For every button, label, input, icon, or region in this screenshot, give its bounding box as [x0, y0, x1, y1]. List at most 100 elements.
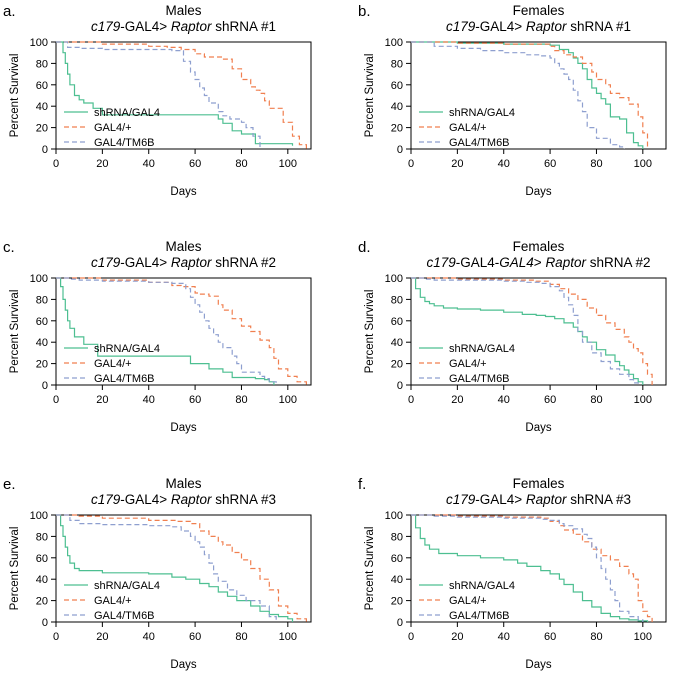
- y-tick-label: 40: [391, 337, 403, 349]
- series-line-gal4-: [411, 277, 653, 385]
- x-axis-label: Days: [525, 659, 551, 671]
- x-tick-label: 60: [544, 158, 556, 170]
- series-line-gal4-: [411, 41, 649, 149]
- chart-title-sex: Females: [513, 3, 565, 18]
- title-part: c179: [426, 255, 456, 270]
- legend: shRNA/GAL4 GAL4/+ GAL4/TM6B: [64, 107, 160, 149]
- series-line-gal4-tm6b: [56, 514, 277, 622]
- x-tick-label: 80: [590, 631, 602, 643]
- title-part: shRNA #3: [566, 492, 631, 507]
- x-tick-label: 40: [498, 158, 510, 170]
- y-tick-label: 0: [397, 617, 403, 629]
- chart-title-genotype: c179-GAL4> Raptor shRNA #3: [446, 492, 631, 507]
- y-tick-label: 40: [391, 101, 403, 113]
- title-part: c179: [91, 492, 121, 507]
- title-part: Raptor: [171, 492, 212, 507]
- title-part: c179: [91, 19, 121, 34]
- y-tick-label: 60: [36, 553, 48, 565]
- y-tick-label: 80: [391, 531, 403, 543]
- legend-label: GAL4/+: [449, 122, 487, 134]
- panel-letter: e.: [3, 476, 16, 493]
- title-part: -GAL4-: [456, 255, 500, 270]
- legend: shRNA/GAL4 GAL4/+ GAL4/TM6B: [419, 580, 515, 622]
- x-tick-label: 60: [544, 394, 556, 406]
- y-tick-label: 0: [42, 617, 48, 629]
- title-part: shRNA #1: [211, 19, 276, 34]
- legend-label: GAL4/+: [449, 595, 487, 607]
- y-axis-label: Percent Survival: [9, 54, 21, 138]
- title-part: c179: [91, 255, 121, 270]
- title-part: Raptor: [171, 19, 212, 34]
- title-part: -GAL4>: [120, 19, 171, 34]
- series-line-gal4-tm6b: [411, 41, 625, 149]
- y-tick-label: 60: [391, 80, 403, 92]
- y-tick-label: 100: [385, 510, 403, 522]
- legend-label: GAL4/TM6B: [449, 137, 510, 149]
- y-tick-label: 100: [30, 37, 48, 49]
- title-part: c179: [446, 492, 476, 507]
- title-part: c179: [446, 19, 476, 34]
- x-axis-label: Days: [170, 422, 196, 434]
- x-tick-label: 0: [53, 394, 59, 406]
- panel-letter: a.: [3, 3, 16, 20]
- title-part: Raptor: [545, 255, 586, 270]
- x-tick-label: 20: [96, 158, 108, 170]
- series-line-shrna-gal4: [56, 514, 294, 622]
- series-line-gal4-: [56, 514, 307, 622]
- series-line-gal4-: [56, 277, 307, 385]
- title-part: shRNA #3: [211, 492, 276, 507]
- plot-frame: [410, 277, 667, 386]
- x-tick-label: 20: [451, 394, 463, 406]
- y-tick-label: 20: [36, 359, 48, 371]
- legend-label: GAL4/+: [94, 358, 132, 370]
- series-line-gal4-tm6b: [411, 514, 644, 622]
- legend-label: shRNA/GAL4: [94, 580, 160, 592]
- legend-label: GAL4/TM6B: [94, 137, 155, 149]
- x-tick-label: 40: [498, 394, 510, 406]
- x-axis-label: Days: [170, 659, 196, 671]
- panel-letter: b.: [358, 3, 371, 20]
- panel-letter: d.: [358, 239, 371, 256]
- x-tick-label: 60: [189, 158, 201, 170]
- x-tick-label: 0: [53, 158, 59, 170]
- x-tick-label: 100: [279, 394, 297, 406]
- y-axis-label: Percent Survival: [364, 290, 376, 374]
- x-tick-label: 20: [96, 631, 108, 643]
- x-tick-label: 0: [408, 394, 414, 406]
- legend-label: GAL4/TM6B: [94, 610, 155, 622]
- y-axis-label: Percent Survival: [9, 527, 21, 611]
- x-tick-label: 40: [143, 158, 155, 170]
- series-line-gal4-tm6b: [56, 277, 277, 385]
- y-tick-label: 60: [36, 80, 48, 92]
- series-line-shrna-gal4: [411, 514, 649, 622]
- y-tick-label: 100: [385, 273, 403, 285]
- legend-label: GAL4/+: [449, 358, 487, 370]
- y-tick-label: 100: [385, 37, 403, 49]
- legend-label: shRNA/GAL4: [449, 580, 515, 592]
- series-line-shrna-gal4: [56, 277, 275, 385]
- chart-title-sex: Males: [165, 3, 201, 18]
- legend: shRNA/GAL4 GAL4/+ GAL4/TM6B: [419, 343, 515, 385]
- legend-label: GAL4/TM6B: [449, 610, 510, 622]
- x-tick-label: 100: [279, 158, 297, 170]
- chart-title-sex: Females: [513, 476, 565, 491]
- title-part: -GAL4>: [120, 492, 171, 507]
- y-tick-label: 0: [397, 144, 403, 156]
- title-part: GAL4: [499, 255, 534, 270]
- x-tick-label: 100: [634, 158, 652, 170]
- x-tick-label: 60: [544, 631, 556, 643]
- y-tick-label: 40: [36, 337, 48, 349]
- legend: shRNA/GAL4 GAL4/+ GAL4/TM6B: [419, 107, 515, 149]
- series-line-gal4-tm6b: [411, 277, 639, 385]
- panel-letter: f.: [358, 476, 366, 493]
- title-part: Raptor: [526, 19, 567, 34]
- series-line-gal4-: [411, 514, 653, 622]
- y-tick-label: 0: [42, 380, 48, 392]
- y-axis-label: Percent Survival: [364, 54, 376, 138]
- chart-title-genotype: c179-GAL4-GAL4> Raptor shRNA #2: [426, 255, 650, 270]
- title-part: >: [534, 255, 546, 270]
- legend-label: shRNA/GAL4: [94, 343, 160, 355]
- series-line-shrna-gal4: [411, 277, 644, 385]
